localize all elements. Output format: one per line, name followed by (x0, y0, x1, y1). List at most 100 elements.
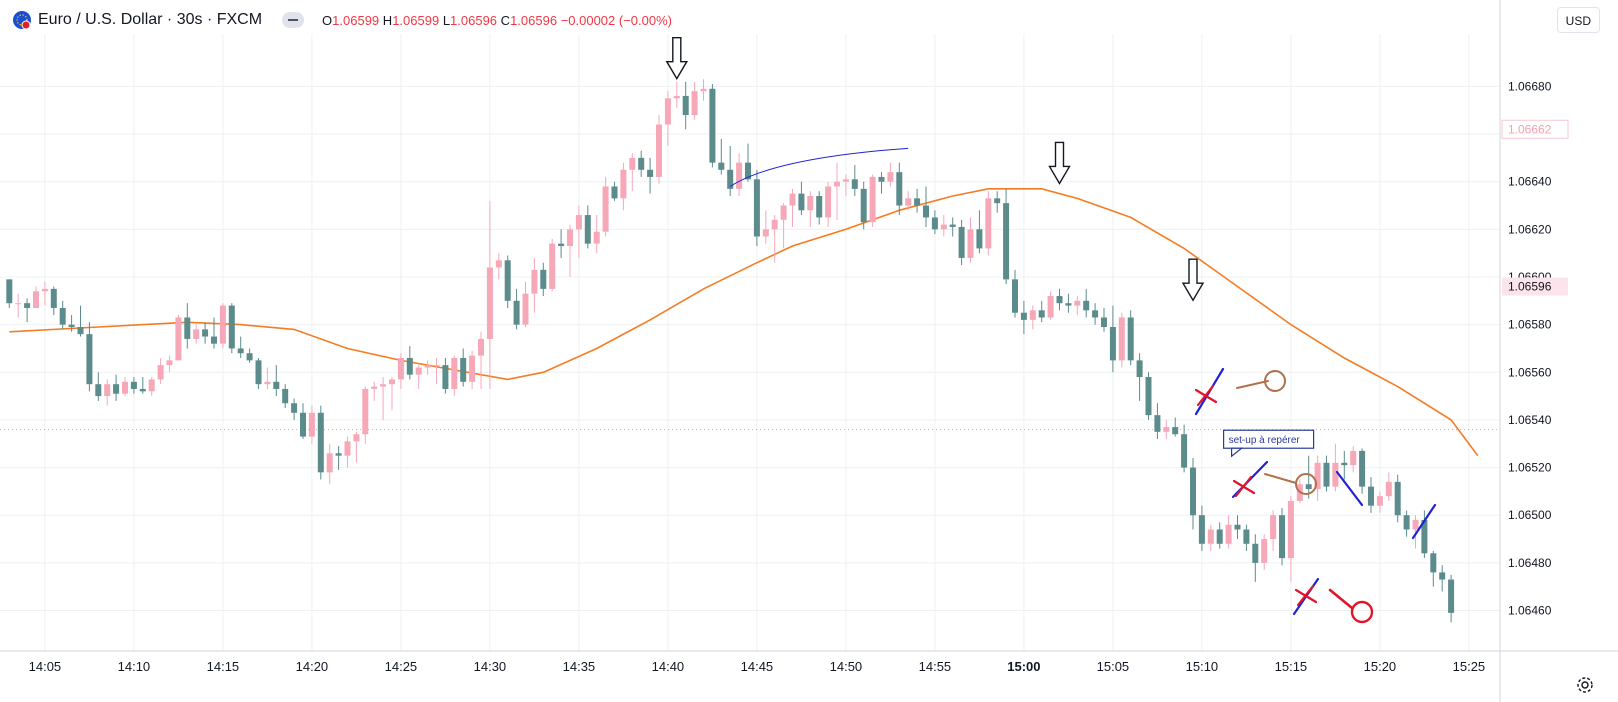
time-tick-label: 14:10 (118, 659, 151, 674)
candle-body (380, 384, 387, 387)
collapse-legend-button[interactable] (282, 12, 305, 28)
candle-body (308, 412, 315, 437)
candle (798, 181, 805, 216)
candle (504, 255, 511, 308)
candle-body (1332, 462, 1339, 487)
time-axis[interactable]: 14:05 14:10 14:15 14:20 14:25 14:30 14:35 14:40… (29, 659, 1486, 674)
candle (602, 176, 609, 237)
candle (967, 217, 974, 263)
candle-body (77, 327, 84, 335)
brown-circle-annotation (1295, 473, 1317, 495)
candle-body (816, 195, 823, 218)
chart-legend: Euro / U.S. Dollar · 30s · FXCM O1.06599… (12, 8, 672, 32)
candle (976, 210, 983, 254)
red-circle-annotation (1350, 600, 1374, 624)
candle-body (1243, 529, 1250, 544)
candle-body (1439, 572, 1446, 580)
red-stroke-annotation (1328, 588, 1354, 610)
eurusd-symbol-icon[interactable] (12, 10, 32, 30)
candle (1172, 417, 1179, 437)
candle (228, 303, 235, 354)
candle-body (664, 98, 671, 125)
candles (6, 79, 1455, 623)
candle (1430, 550, 1437, 587)
candle-body (1127, 317, 1134, 361)
currency-button[interactable]: USD (1556, 7, 1600, 33)
candle-body (736, 162, 743, 189)
candle-body (86, 334, 93, 385)
candle (68, 315, 75, 332)
candle (219, 303, 226, 349)
symbol-title[interactable]: Euro / U.S. Dollar · 30s · FXCM (38, 11, 263, 28)
setup-label-annotation: set-up à repérer (1222, 429, 1315, 458)
candle-body (1287, 500, 1294, 559)
candle (931, 210, 938, 235)
candle-body (1029, 310, 1036, 320)
candle-body (967, 229, 974, 258)
candle-body (914, 198, 921, 206)
setup-label-box (1222, 429, 1315, 449)
candle (264, 367, 271, 389)
candle (905, 191, 912, 211)
candle (816, 191, 823, 225)
time-tick-label: 14:15 (207, 659, 240, 674)
candle (273, 365, 280, 397)
candle (780, 203, 787, 249)
candle (1127, 310, 1134, 366)
candle (113, 374, 120, 401)
price-badge-bg (1501, 119, 1569, 139)
candle (540, 262, 547, 297)
time-tick-label: 15:00 (1007, 659, 1040, 674)
candle (6, 279, 13, 308)
candle-body (362, 388, 369, 435)
candle (50, 286, 57, 316)
candle-body (1038, 310, 1045, 318)
candle (914, 188, 921, 213)
candle (139, 377, 146, 394)
candle (15, 293, 22, 318)
candle-body (1074, 300, 1081, 306)
candle (1394, 474, 1401, 523)
candle (291, 398, 298, 420)
candle-body (1207, 529, 1214, 544)
time-tick-label: 14:05 (29, 659, 62, 674)
candle-body (157, 365, 164, 380)
candle (1332, 443, 1339, 492)
candle-body (629, 157, 636, 170)
candle (1092, 303, 1099, 325)
candle-body (753, 179, 760, 237)
price-tick-label: 1.06540 (1508, 413, 1552, 427)
candle-body (478, 338, 484, 356)
candle-body (211, 336, 217, 344)
candle (237, 336, 244, 358)
candle-body (611, 186, 618, 199)
candle (1101, 307, 1107, 332)
candle-body (193, 329, 200, 339)
candle-body (1198, 515, 1205, 544)
candle-body (638, 157, 645, 170)
candle-body (700, 88, 707, 92)
candle-body (718, 162, 725, 170)
candle (1448, 574, 1455, 623)
settings-gear-icon[interactable] (1576, 676, 1594, 694)
candle (486, 200, 493, 389)
candle-body (647, 169, 654, 177)
candle (1261, 534, 1268, 571)
candle-body (255, 360, 262, 385)
price-axis[interactable]: 1.06460 1.06480 1.06500 1.06520 1.06540 1.065… (1501, 79, 1569, 618)
candle (727, 145, 734, 196)
down-arrow-annotation (1181, 258, 1205, 302)
candle-body (923, 205, 929, 218)
candle (664, 91, 671, 146)
candle-body (371, 386, 378, 389)
candle (611, 181, 618, 201)
candle (122, 377, 128, 397)
candle-body (887, 172, 894, 182)
candle-body (1270, 515, 1277, 540)
candle-body (896, 172, 903, 206)
candle-body (1448, 579, 1455, 613)
candle (1020, 300, 1027, 335)
time-tick-label: 15:05 (1097, 659, 1130, 674)
candle (193, 324, 200, 344)
